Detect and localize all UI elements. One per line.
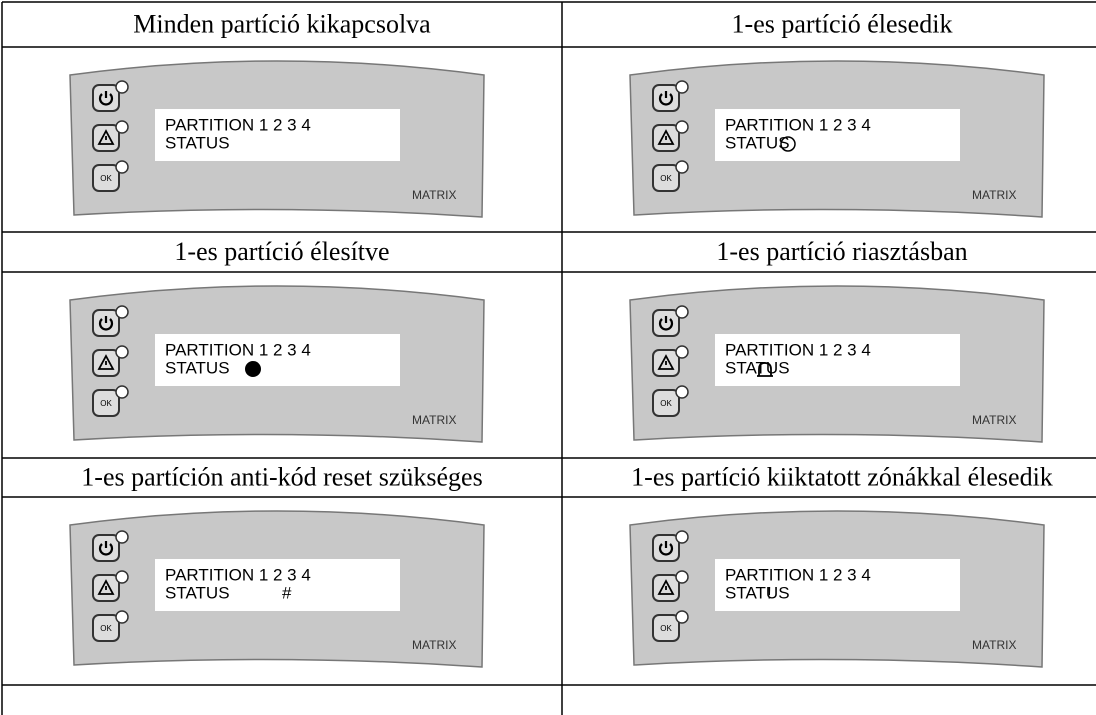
button-led: [675, 305, 689, 319]
status-icon: [245, 361, 261, 377]
keypad-button: [92, 614, 120, 642]
keypad-button: [652, 614, 680, 642]
ok-label: OK: [100, 624, 112, 633]
warning-icon: [97, 354, 115, 370]
warning-icon: [97, 129, 115, 145]
warning-icon: [657, 354, 675, 370]
status-symbol: !: [767, 583, 772, 602]
display-line: PARTITION 1 2 3 4: [165, 340, 311, 359]
keypad-button: [92, 164, 120, 192]
power-icon: [98, 316, 114, 331]
warning-icon: [657, 129, 675, 145]
button-led: [115, 305, 129, 319]
display-screen: [155, 334, 400, 386]
caption: 1-es partíció élesítve: [174, 237, 389, 266]
brand-label: MATRIX: [412, 188, 456, 202]
button-led: [675, 610, 689, 624]
button-led: [115, 80, 129, 94]
power-icon: [98, 91, 114, 106]
ok-label: OK: [100, 174, 112, 183]
ok-label: OK: [660, 399, 672, 408]
display-screen: [715, 109, 960, 161]
brand-label: MATRIX: [412, 413, 456, 427]
display-line: PARTITION 1 2 3 4: [725, 340, 871, 359]
keypad-button: [92, 389, 120, 417]
button-led: [115, 530, 129, 544]
status-symbol: #: [282, 583, 292, 602]
button-led: [115, 120, 129, 134]
status-icon: [757, 362, 773, 377]
caption: 1-es partíción anti-kód reset szükséges: [81, 462, 482, 491]
power-icon: [98, 541, 114, 556]
ok-label: OK: [660, 174, 672, 183]
status-icon: [780, 136, 796, 152]
caption: 1-es partíció kiiktatott zónákkal élesed…: [631, 462, 1053, 491]
display-line: STATUS: [165, 358, 230, 377]
power-icon: [658, 541, 674, 556]
button-led: [675, 345, 689, 359]
display-line: PARTITION 1 2 3 4: [725, 115, 871, 134]
button-led: [675, 385, 689, 399]
caption: 1-es partíció riasztásban: [716, 237, 967, 266]
display-line: STATUS: [725, 358, 790, 377]
display-line: STATUS: [165, 583, 230, 602]
button-led: [115, 610, 129, 624]
button-led: [115, 160, 129, 174]
display-line: PARTITION 1 2 3 4: [725, 565, 871, 584]
button-led: [675, 570, 689, 584]
caption: Minden partíció kikapcsolva: [133, 9, 431, 38]
display-line: STATUS: [725, 583, 790, 602]
brand-label: MATRIX: [412, 638, 456, 652]
display-screen: [715, 334, 960, 386]
warning-icon: [97, 579, 115, 595]
display-screen: [715, 559, 960, 611]
button-led: [675, 120, 689, 134]
display-line: STATUS: [165, 133, 230, 152]
display-screen: [155, 559, 400, 611]
brand-label: MATRIX: [972, 638, 1016, 652]
button-led: [675, 530, 689, 544]
button-led: [115, 385, 129, 399]
power-icon: [658, 316, 674, 331]
brand-label: MATRIX: [972, 413, 1016, 427]
power-icon: [658, 91, 674, 106]
brand-label: MATRIX: [972, 188, 1016, 202]
ok-label: OK: [100, 399, 112, 408]
warning-icon: [657, 579, 675, 595]
button-led: [675, 80, 689, 94]
keypad-button: [652, 389, 680, 417]
keypad-button: [652, 164, 680, 192]
caption: 1-es partíció élesedik: [732, 9, 953, 38]
display-screen: [155, 109, 400, 161]
button-led: [675, 160, 689, 174]
button-led: [115, 570, 129, 584]
button-led: [115, 345, 129, 359]
ok-label: OK: [660, 624, 672, 633]
display-line: STATUS: [725, 133, 790, 152]
display-line: PARTITION 1 2 3 4: [165, 115, 311, 134]
display-line: PARTITION 1 2 3 4: [165, 565, 311, 584]
